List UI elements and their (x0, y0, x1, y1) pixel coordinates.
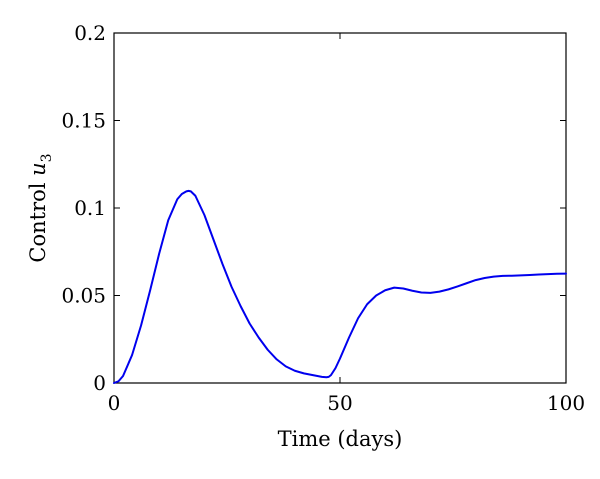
y-axis-title-subscript: 3 (39, 153, 55, 162)
y-axis-title-prefix: Control (26, 176, 50, 263)
series-layer (113, 189, 567, 384)
y-tick-label: 0.15 (61, 109, 106, 133)
axis-ticks (113, 32, 567, 384)
plot-frame (113, 32, 567, 384)
y-tick-label: 0.05 (61, 284, 106, 308)
x-tick-label: 100 (547, 391, 585, 415)
y-tick-label: 0.2 (74, 21, 106, 45)
series-line (113, 189, 567, 384)
y-tick-label: 0.1 (74, 196, 106, 220)
x-tick-label: 50 (327, 391, 352, 415)
x-axis-title: Time (days) (278, 427, 403, 451)
axis-tick-labels: 0 50 100 0 0.05 0.1 0.15 0.2 (61, 21, 585, 415)
y-axis-title: Control u3 (26, 153, 55, 262)
y-axis-title-variable: u (26, 162, 50, 176)
x-tick-label: 0 (108, 391, 121, 415)
y-tick-label: 0 (93, 371, 106, 395)
